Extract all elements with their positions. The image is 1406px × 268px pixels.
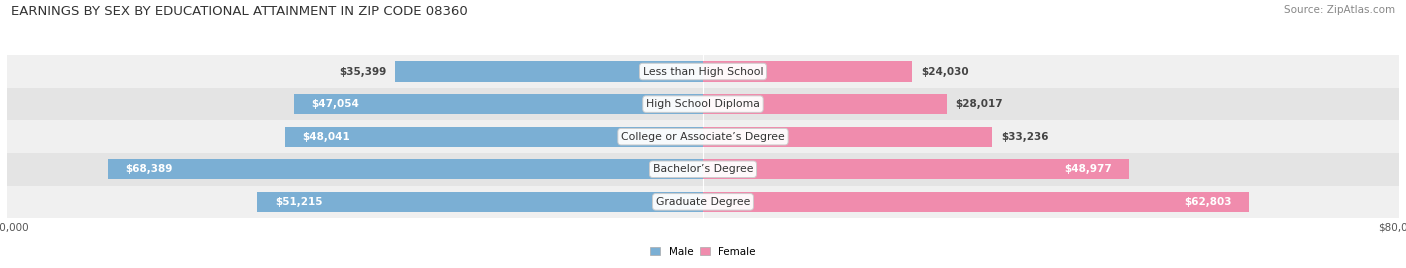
Text: College or Associate’s Degree: College or Associate’s Degree [621, 132, 785, 142]
Bar [7, 88, 1399, 120]
Bar [7, 185, 1399, 218]
Text: $48,041: $48,041 [302, 132, 350, 142]
Bar [703, 159, 1129, 179]
Text: Source: ZipAtlas.com: Source: ZipAtlas.com [1284, 5, 1395, 15]
Text: Bachelor’s Degree: Bachelor’s Degree [652, 164, 754, 174]
Text: $51,215: $51,215 [274, 197, 322, 207]
Bar [703, 61, 912, 82]
Text: $35,399: $35,399 [339, 66, 387, 77]
Text: High School Diploma: High School Diploma [647, 99, 759, 109]
Bar [395, 61, 703, 82]
Bar [703, 192, 1250, 212]
Legend: Male, Female: Male, Female [645, 243, 761, 261]
Bar [7, 55, 1399, 88]
Bar [703, 94, 946, 114]
Text: $33,236: $33,236 [1001, 132, 1049, 142]
Bar [703, 126, 993, 147]
Bar [7, 120, 1399, 153]
Bar [285, 126, 703, 147]
Bar [294, 94, 703, 114]
Text: $24,030: $24,030 [921, 66, 969, 77]
Text: $48,977: $48,977 [1064, 164, 1112, 174]
Bar [257, 192, 703, 212]
Text: $47,054: $47,054 [311, 99, 359, 109]
Text: Graduate Degree: Graduate Degree [655, 197, 751, 207]
Bar [7, 153, 1399, 185]
Bar [108, 159, 703, 179]
Text: $62,803: $62,803 [1184, 197, 1232, 207]
Text: EARNINGS BY SEX BY EDUCATIONAL ATTAINMENT IN ZIP CODE 08360: EARNINGS BY SEX BY EDUCATIONAL ATTAINMEN… [11, 5, 468, 18]
Text: Less than High School: Less than High School [643, 66, 763, 77]
Text: $28,017: $28,017 [956, 99, 1002, 109]
Text: $68,389: $68,389 [125, 164, 173, 174]
